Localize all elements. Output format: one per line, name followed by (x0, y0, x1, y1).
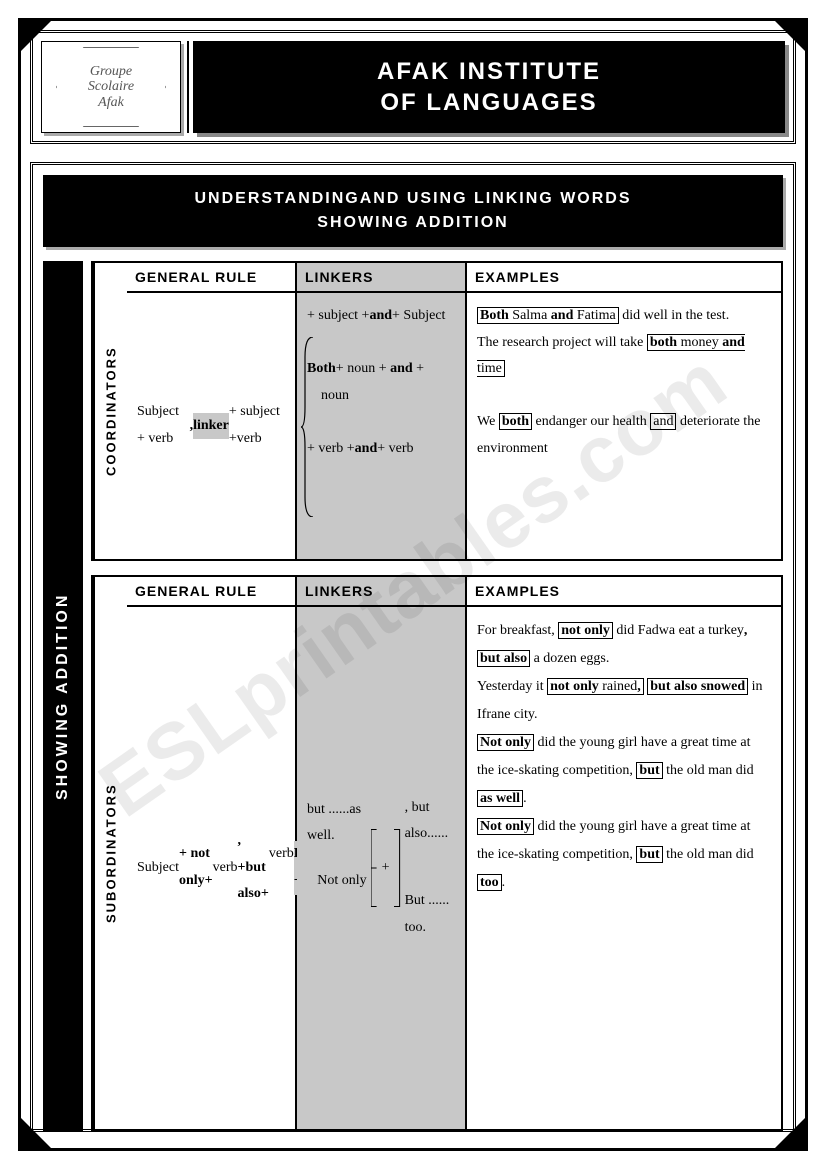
linker-butalso: , but also...... (405, 795, 455, 848)
logo-hexagon: Groupe Scolaire Afak (56, 47, 166, 127)
logo-line2: Scolaire (88, 79, 134, 94)
linker-aswell: but ......as well. (307, 797, 367, 850)
coordinators-rule: Subject + verb, linker+ subject +verb (127, 293, 297, 559)
title-line1: AFAK INSTITUTE (377, 56, 601, 87)
subordinators-label: SUBORDINATORS (93, 577, 127, 1129)
subordinators-examples: For breakfast, not only did Fadwa eat a … (467, 607, 781, 1129)
coordinators-table: COORDINATORS GENERAL RULE LINKERS EXAMPL… (91, 261, 783, 561)
col-header-examples: EXAMPLES (467, 263, 781, 291)
subordinators-rule: Subject + not only+ verb, +but also+verb… (127, 607, 297, 1129)
subtitle-line2: SHOWING ADDITION (49, 211, 777, 235)
subtitle-line1: UNDERSTANDINGAND USING LINKING WORDS (49, 187, 777, 211)
logo-line3: Afak (98, 95, 124, 110)
logo-box: Groupe Scolaire Afak (41, 41, 181, 133)
subordinators-table: SUBORDINATORS GENERAL RULE LINKERS EXAMP… (91, 575, 783, 1131)
col-header-rule: GENERAL RULE (127, 577, 297, 605)
brace-icon (301, 337, 315, 517)
col-header-examples: EXAMPLES (467, 577, 781, 605)
linker-buttoo: But ...... too. (405, 888, 455, 941)
coordinators-linkers: + subject +and+ SubjectBoth+ noun + and … (297, 293, 467, 559)
side-label: SHOWING ADDITION (43, 261, 83, 1131)
subordinators-linkers: but ......as well. Not only + , but also… (297, 607, 467, 1129)
header-row: Groupe Scolaire Afak AFAK INSTITUTE OF L… (30, 30, 796, 144)
subtitle-banner: UNDERSTANDINGAND USING LINKING WORDS SHO… (43, 175, 783, 247)
right-bracket-icon (394, 813, 401, 923)
col-header-rule: GENERAL RULE (127, 263, 297, 291)
col-header-linkers: LINKERS (297, 577, 467, 605)
title-banner: AFAK INSTITUTE OF LANGUAGES (193, 41, 785, 133)
bracket-diagram: but ......as well. Not only + , but also… (307, 795, 455, 941)
left-bracket-icon (371, 813, 378, 923)
linker-notonly: Not only (317, 868, 366, 895)
content-frame: UNDERSTANDINGAND USING LINKING WORDS SHO… (30, 162, 796, 1132)
title-line2: OF LANGUAGES (380, 87, 597, 118)
coordinators-examples: Both Salma and Fatima did well in the te… (467, 293, 781, 559)
plus-text: + (382, 855, 390, 882)
coordinators-linkers-text: + subject +and+ SubjectBoth+ noun + and … (307, 303, 455, 463)
coordinators-label: COORDINATORS (93, 263, 127, 559)
logo-line1: Groupe (90, 64, 132, 79)
col-header-linkers: LINKERS (297, 263, 467, 291)
